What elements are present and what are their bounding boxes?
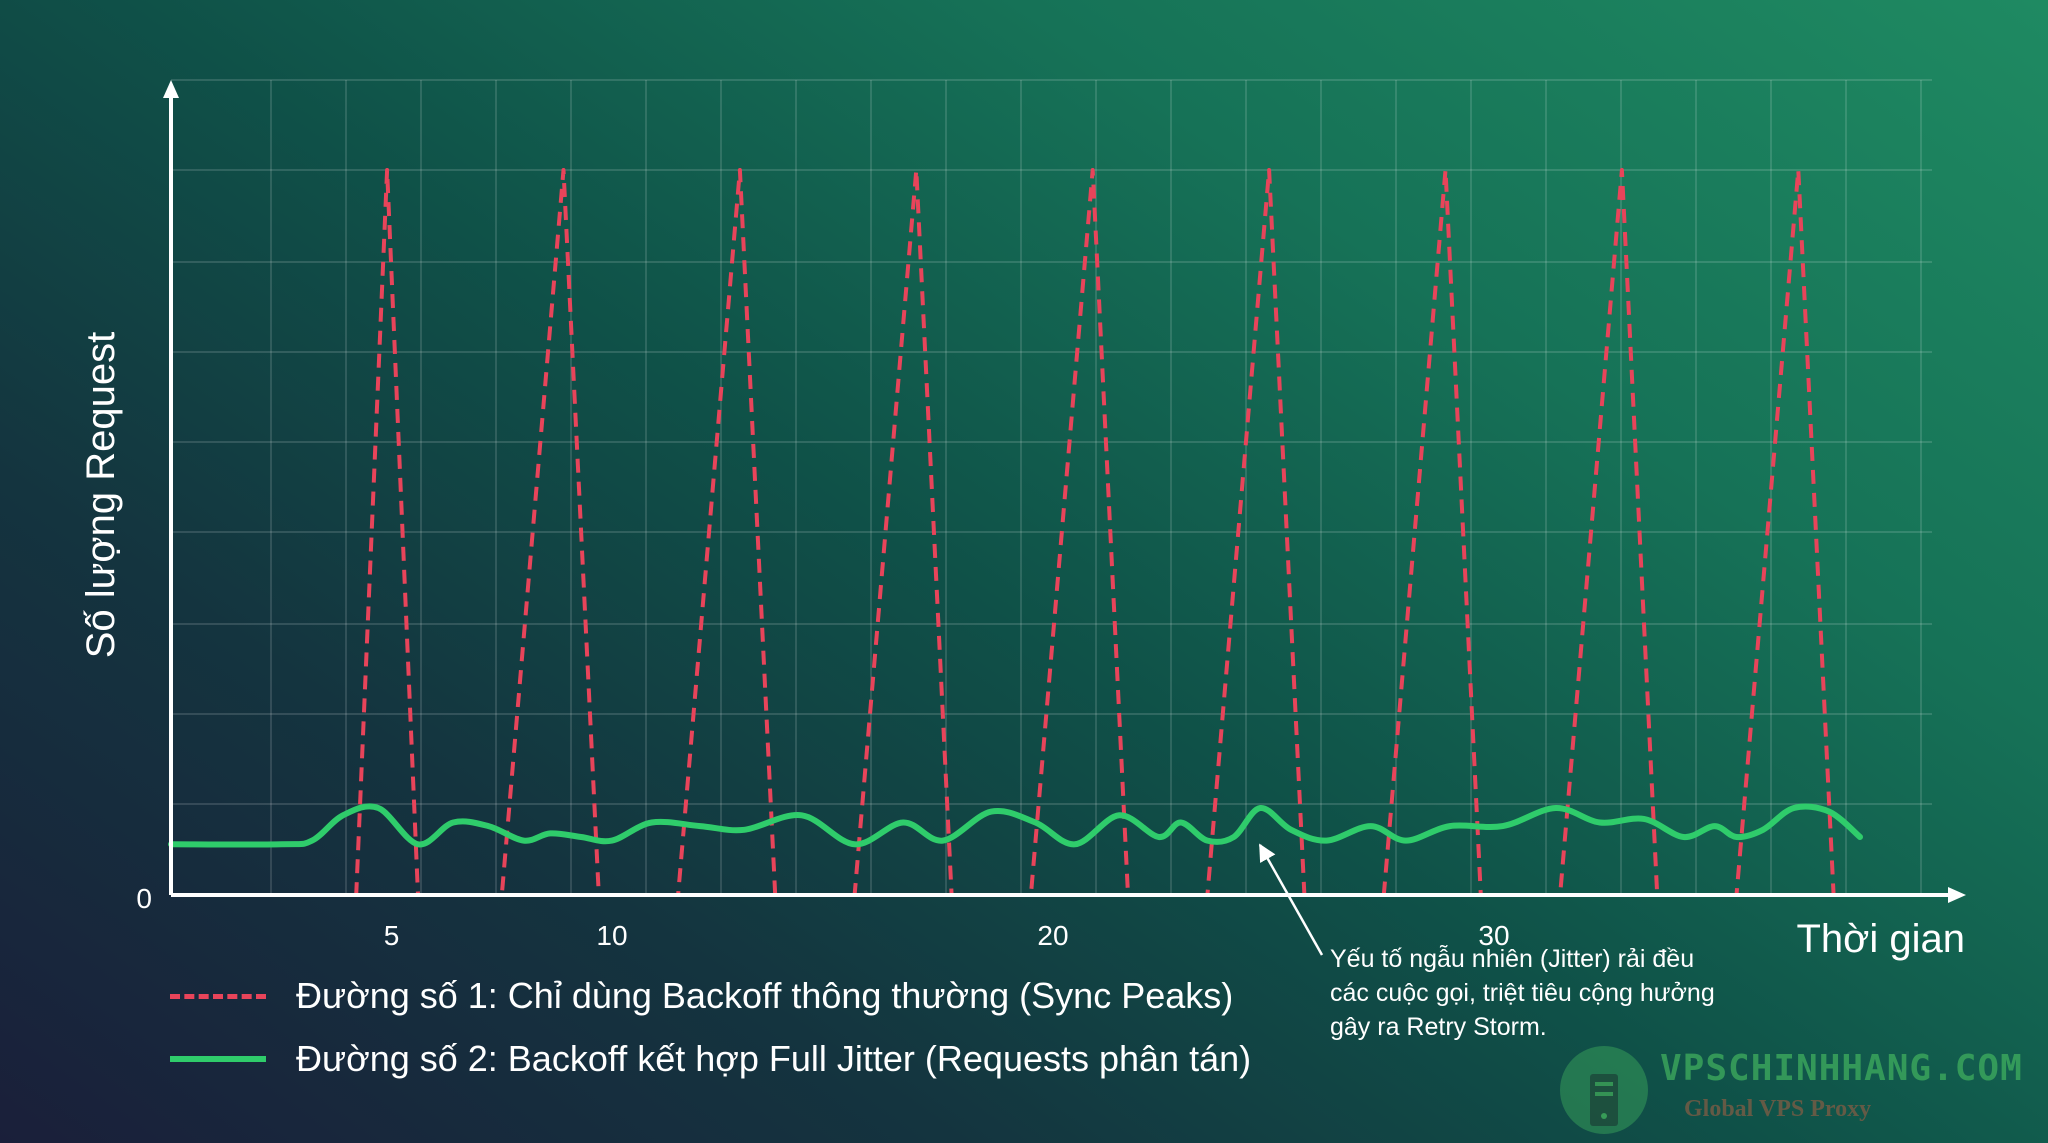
- cloud-server-logo-icon: [1560, 1046, 1648, 1134]
- annotation-line-2: các cuộc gọi, triệt tiêu cộng hưởng: [1330, 979, 1715, 1007]
- jitter-annotation: Yếu tố ngẫu nhiên (Jitter) rải đều các c…: [1330, 942, 1750, 1044]
- watermark-name: VPSCHINHHANG.COM: [1660, 1048, 2023, 1089]
- x-tick-label-20: 20: [1037, 920, 1068, 951]
- legend-label-series-1: Đường số 1: Chỉ dùng Backoff thông thườn…: [296, 975, 1234, 1016]
- watermark: VPSCHINHHANG.COM Global VPS Proxy: [1556, 1040, 2022, 1140]
- x-tick-label-30: 30: [1478, 920, 1509, 951]
- tick-labels: 0 5 10 20 30: [136, 883, 1509, 951]
- legend-item-sync-peaks: Đường số 1: Chỉ dùng Backoff thông thườn…: [170, 975, 1233, 1017]
- legend-item-full-jitter: Đường số 2: Backoff kết hợp Full Jitter …: [170, 1038, 1251, 1080]
- annotation-arrow: [1258, 843, 1324, 956]
- grid: [171, 79, 1932, 895]
- series-line-full-jitter: [168, 803, 1863, 848]
- watermark-tagline: Global VPS Proxy: [1684, 1096, 1872, 1122]
- y-tick-label-0: 0: [136, 883, 152, 914]
- y-axis-label: Số lượng Request: [79, 332, 123, 659]
- x-axis-arrow: [1948, 887, 1966, 903]
- y-axis-arrow: [163, 80, 179, 98]
- axes: [163, 80, 1966, 903]
- legend-label-series-2: Đường số 2: Backoff kết hợp Full Jitter …: [296, 1038, 1252, 1079]
- legend-swatch-dashed-red: [170, 993, 266, 999]
- annotation-line-1: Yếu tố ngẫu nhiên (Jitter) rải đều: [1330, 945, 1695, 973]
- x-tick-label-5: 5: [384, 920, 400, 951]
- x-tick-label-10: 10: [596, 920, 627, 951]
- x-axis-label: Thời gian: [1796, 917, 1965, 961]
- annotation-line-3: gây ra Retry Storm.: [1330, 1013, 1547, 1041]
- legend-swatch-solid-green: [170, 1056, 266, 1062]
